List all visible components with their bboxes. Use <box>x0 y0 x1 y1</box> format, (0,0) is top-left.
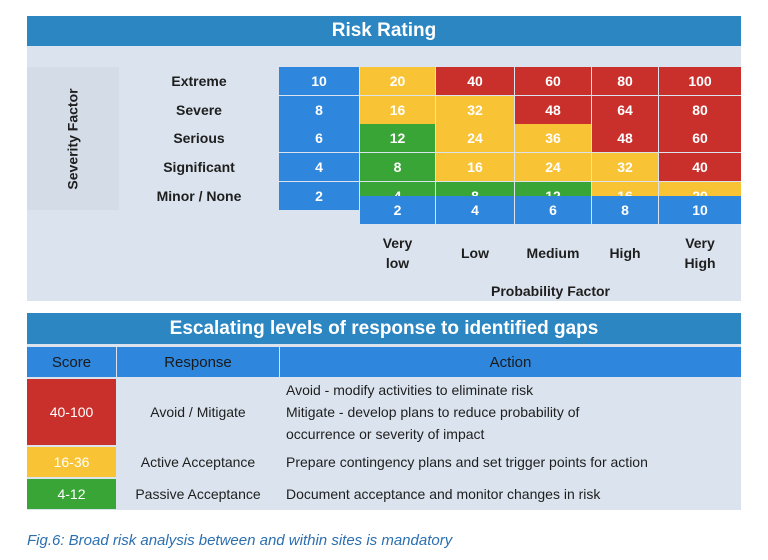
severity-row-label: Minor / None <box>156 188 242 204</box>
action-cell: Prepare contingency plans and set trigge… <box>280 447 741 477</box>
probability-label-line: Very <box>685 235 715 251</box>
probability-label-line: High <box>609 245 641 261</box>
response-cell: Passive Acceptance <box>135 486 261 502</box>
action-line: Avoid - modify activities to eliminate r… <box>286 382 534 398</box>
matrix-cell: 32 <box>436 96 514 124</box>
risk-rating-panel: Risk Rating Severity Factor Extreme Sever… <box>27 16 741 301</box>
action-header: Action <box>280 347 741 377</box>
matrix-cell: 48 <box>592 124 658 152</box>
matrix-cell: 16 <box>436 153 514 181</box>
matrix-cell: 40 <box>659 153 741 181</box>
action-line: Prepare contingency plans and set trigge… <box>286 454 648 470</box>
matrix-cell: 64 <box>592 96 658 124</box>
response-cell: Avoid / Mitigate <box>150 404 246 420</box>
score-cell: 40-100 <box>27 379 116 445</box>
matrix-cell: 40 <box>436 67 514 95</box>
matrix-cell: 36 <box>515 124 591 152</box>
matrix-cell: 16 <box>360 96 435 124</box>
probability-label: Medium <box>515 225 591 281</box>
matrix-cell: 60 <box>515 67 591 95</box>
matrix-cell: 2 <box>279 182 359 210</box>
score-cell: 16-36 <box>27 447 116 477</box>
probability-value-cell: 10 <box>659 196 741 224</box>
probability-label-line: High <box>684 255 716 271</box>
probability-label: Low <box>436 225 514 281</box>
probability-value-cell: 4 <box>436 196 514 224</box>
matrix-cell: 32 <box>592 153 658 181</box>
probability-value-cell: 8 <box>592 196 658 224</box>
probability-label-line: Medium <box>526 245 580 261</box>
severity-row-label: Extreme <box>171 73 227 89</box>
severity-row-label: Significant <box>163 159 235 175</box>
severity-row-label: Serious <box>173 130 225 146</box>
probability-label: Very High <box>659 225 741 281</box>
severity-row-label: Severe <box>176 102 222 118</box>
risk-rating-title: Risk Rating <box>27 16 741 46</box>
probability-axis-label: Probability Factor <box>490 283 611 299</box>
matrix-cell: 10 <box>279 67 359 95</box>
probability-label: Very low <box>360 225 435 281</box>
action-cell: Document acceptance and monitor changes … <box>280 479 741 509</box>
matrix-cell: 6 <box>279 124 359 152</box>
matrix-cell: 8 <box>360 153 435 181</box>
matrix-cell: 4 <box>279 153 359 181</box>
action-line: Document acceptance and monitor changes … <box>286 486 601 502</box>
matrix-cell: 8 <box>279 96 359 124</box>
escalation-panel: Escalating levels of response to identif… <box>27 313 741 510</box>
matrix-cell: 24 <box>436 124 514 152</box>
probability-label: High <box>592 225 658 281</box>
matrix-cell: 100 <box>659 67 741 95</box>
severity-axis-label: Severity Factor <box>27 67 119 210</box>
action-line: Mitigate - develop plans to reduce proba… <box>286 404 580 420</box>
matrix-cell: 60 <box>659 124 741 152</box>
response-header: Response <box>117 347 279 377</box>
probability-label-line: Low <box>461 245 489 261</box>
score-cell: 4-12 <box>27 479 116 509</box>
score-header: Score <box>27 347 116 377</box>
escalation-title: Escalating levels of response to identif… <box>27 313 741 344</box>
response-cell: Active Acceptance <box>140 454 256 470</box>
matrix-cell: 80 <box>659 96 741 124</box>
action-cell: Avoid - modify activities to eliminate r… <box>280 379 741 445</box>
probability-label-line: Very <box>382 235 413 251</box>
probability-value-cell: 2 <box>360 196 435 224</box>
probability-label-line: low <box>385 255 410 271</box>
action-line: occurrence or severity of impact <box>286 426 485 442</box>
severity-axis-label-text: Severity Factor <box>65 87 82 190</box>
matrix-cell: 80 <box>592 67 658 95</box>
matrix-cell: 48 <box>515 96 591 124</box>
probability-value-cell: 6 <box>515 196 591 224</box>
figure-caption: Fig.6: Broad risk analysis between and w… <box>27 532 453 549</box>
matrix-cell: 12 <box>360 124 435 152</box>
matrix-cell: 24 <box>515 153 591 181</box>
matrix-cell: 20 <box>360 67 435 95</box>
